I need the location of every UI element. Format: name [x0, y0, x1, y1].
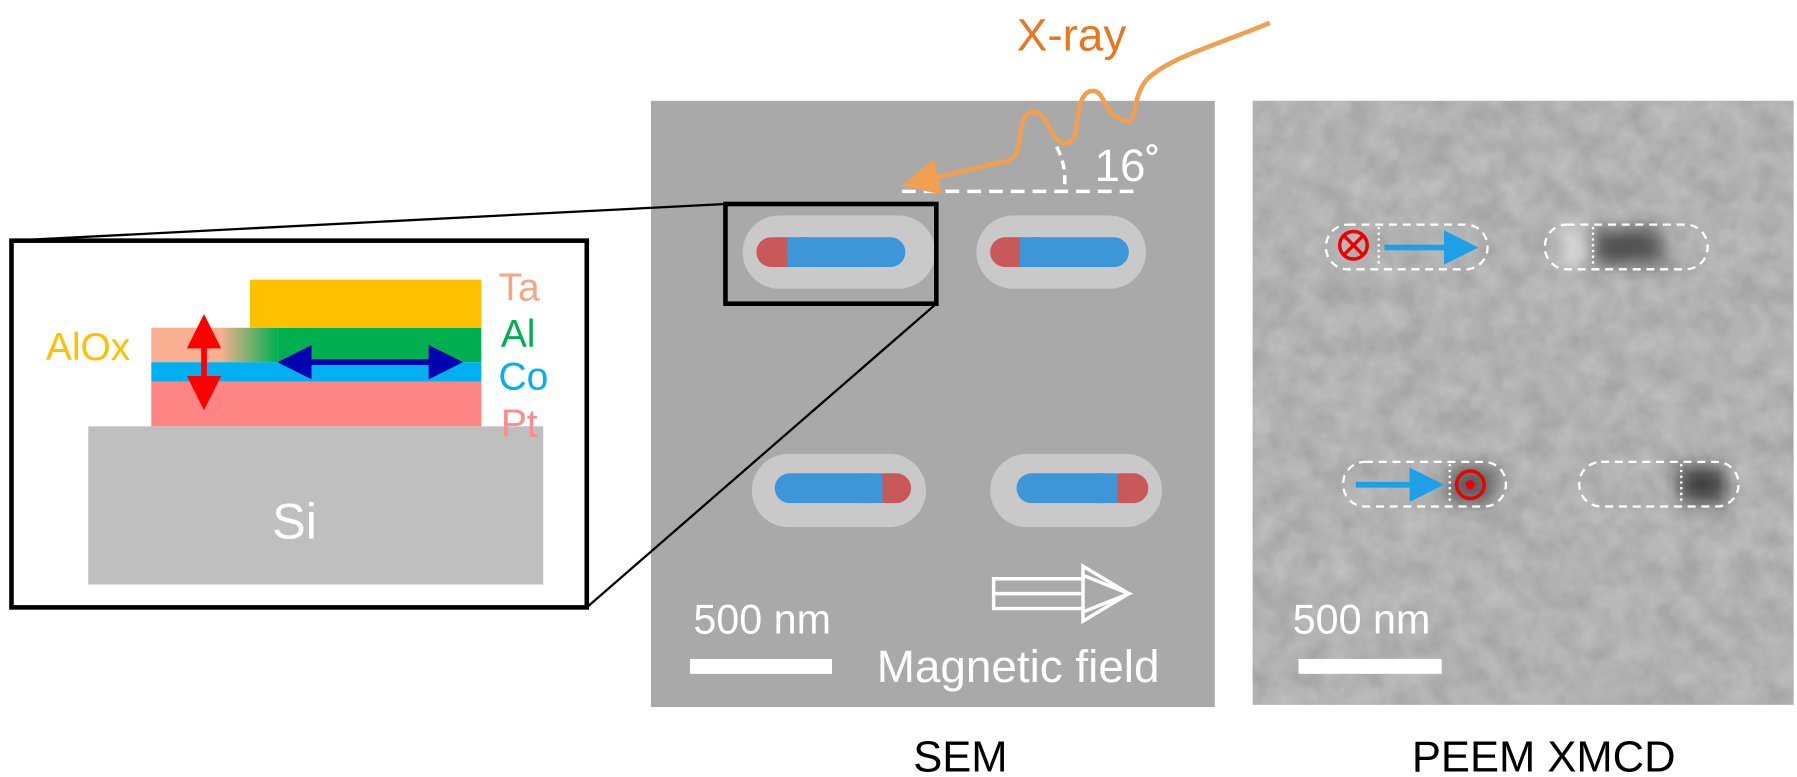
nanowire-part	[787, 237, 810, 267]
zoom-line	[11, 204, 725, 241]
scale-label: 500 nm	[1293, 597, 1431, 643]
si-label: Si	[272, 493, 317, 550]
alox-layer	[151, 328, 277, 362]
al-label: Al	[501, 313, 536, 356]
scale-bar	[1298, 659, 1441, 674]
contrast-spot-part	[1679, 468, 1725, 502]
sem-caption: SEM	[913, 733, 1007, 777]
nanowire-part	[1097, 473, 1118, 503]
scale-bar	[690, 659, 832, 674]
figure: Si Ta Al Co Pt AlOx	[0, 0, 1797, 777]
contrast-spot-part	[1593, 229, 1662, 263]
angle-label: 16˚	[1094, 140, 1160, 191]
pt-layer	[151, 382, 481, 427]
sem-panel: 500 nm Magnetic field 16˚ SEM	[651, 101, 1215, 777]
out-of-plane-symbol-part	[1466, 480, 1475, 489]
co-label: Co	[499, 356, 549, 399]
contrast-spot-part	[1564, 227, 1582, 268]
peem-panel: 500 nm PEEM XMCD	[1253, 101, 1794, 777]
nanowire-part	[862, 473, 883, 503]
ta-layer	[250, 280, 481, 328]
pt-label: Pt	[501, 403, 538, 446]
xray-label: X-ray	[1017, 9, 1127, 60]
field-label: Magnetic field	[877, 641, 1160, 692]
co-layer	[151, 362, 481, 381]
nanowire-part	[1020, 237, 1043, 267]
ta-label: Ta	[499, 266, 540, 309]
stack-inset: Si Ta Al Co Pt AlOx	[11, 241, 586, 608]
al-layer	[277, 328, 481, 362]
peem-caption: PEEM XMCD	[1412, 733, 1676, 777]
alox-label: AlOx	[46, 326, 131, 369]
page: Si Ta Al Co Pt AlOx	[0, 0, 1797, 777]
scale-label: 500 nm	[693, 597, 831, 643]
